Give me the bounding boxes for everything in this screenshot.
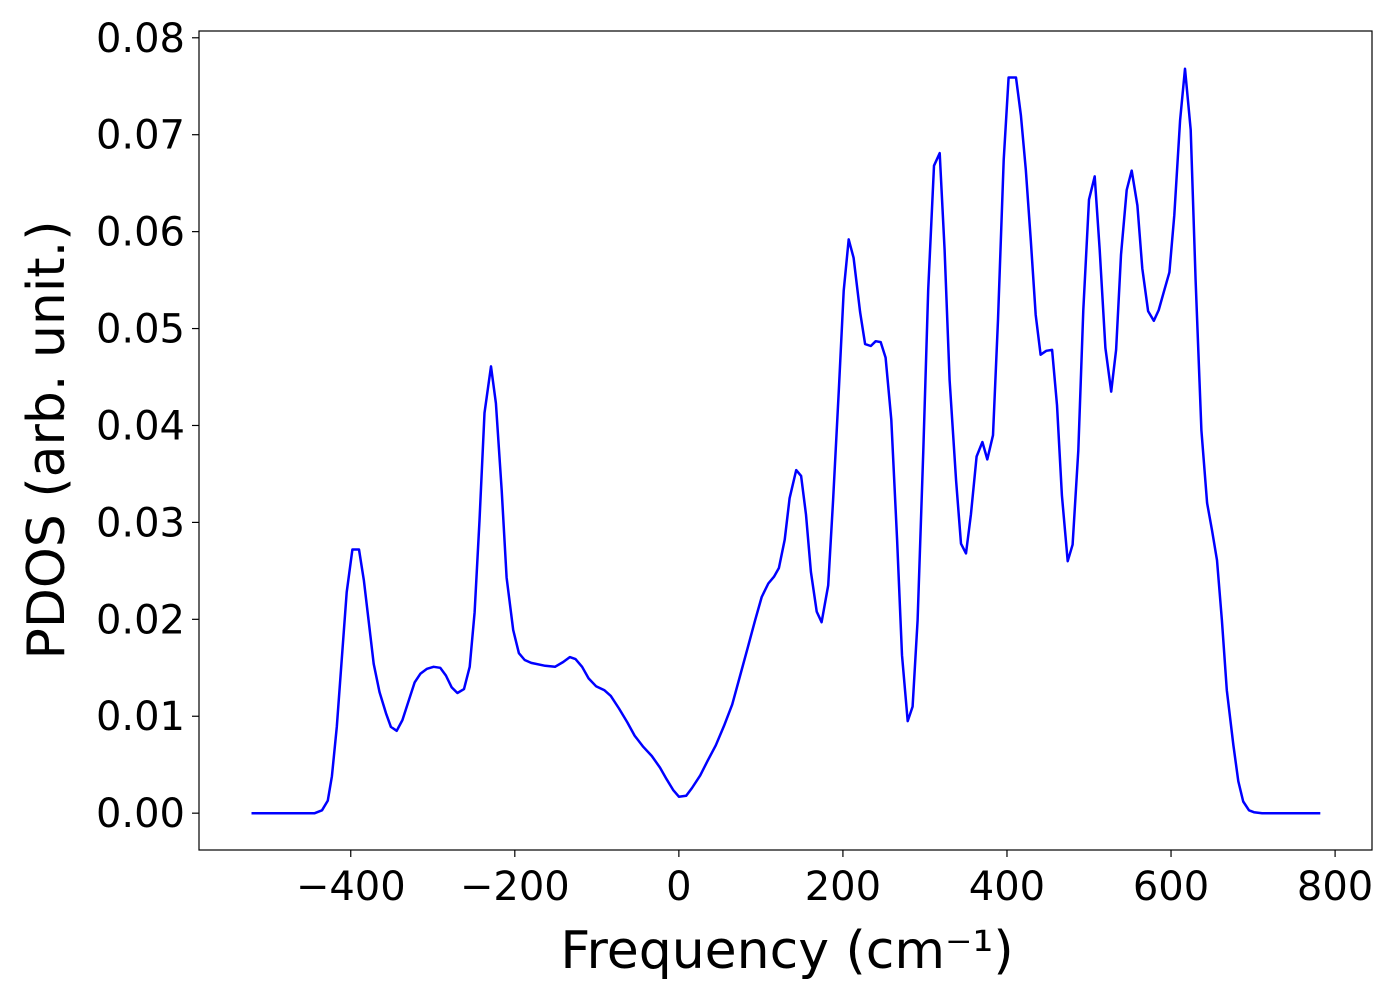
y-tick-label: 0.08: [96, 16, 185, 62]
line-series: [251, 67, 1321, 815]
y-tick-label: 0.05: [96, 307, 185, 353]
y-tick-label: 0.03: [96, 500, 185, 546]
x-tick-label: 0: [666, 864, 691, 910]
x-tick-label: 600: [1133, 864, 1209, 910]
y-tick-label: 0.01: [96, 694, 185, 740]
x-tick-label: −200: [460, 864, 570, 910]
y-axis-label: PDOS (arb. unit.): [17, 220, 77, 659]
x-tick-label: 800: [1297, 864, 1373, 910]
y-tick-label: 0.06: [96, 210, 185, 256]
x-tick-label: 400: [969, 864, 1045, 910]
x-tick-label: −400: [296, 864, 406, 910]
y-tick-label: 0.04: [96, 403, 185, 449]
y-tick-label: 0.00: [96, 791, 185, 837]
y-tick-label: 0.02: [96, 597, 185, 643]
y-tick-label: 0.07: [96, 113, 185, 159]
x-axis-label: Frequency (cm⁻¹): [560, 921, 1013, 981]
x-tick-label: 200: [805, 864, 881, 910]
plot-frame: [198, 30, 1373, 851]
